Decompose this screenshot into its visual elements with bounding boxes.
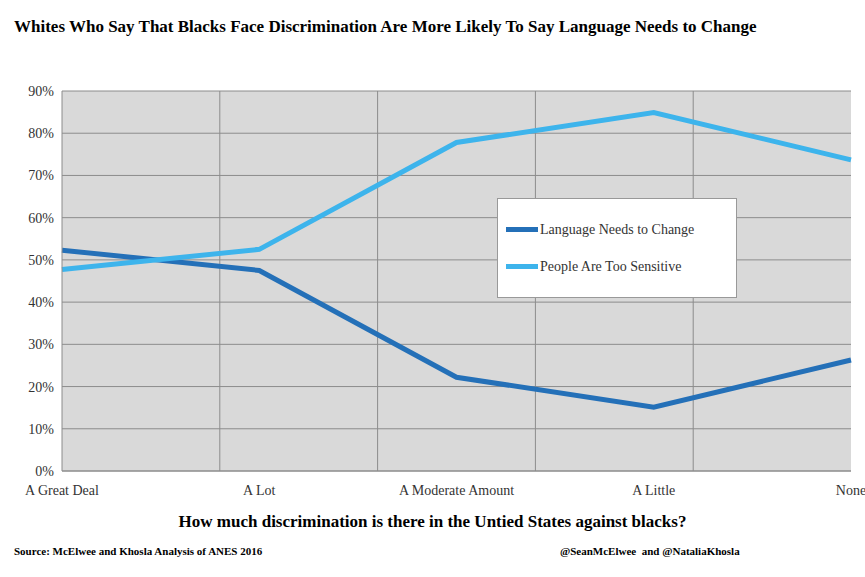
html-text:Language Needs to Change: Language Needs to Change	[540, 221, 695, 237]
html-text:People Are Too Sensitive: People Are Too Sensitive	[540, 258, 682, 274]
html-text:Source: McElwee and Khosla Ana: Source: McElwee and Khosla Analysis of A…	[14, 545, 263, 557]
html-text:How much discrimination is the: How much discrimination is there in the …	[178, 512, 687, 531]
svg-text:60%: 60%	[28, 211, 54, 226]
html-text:@SeanMcElwee and @NataliaKhosl: @SeanMcElwee and @NataliaKhosla	[560, 545, 740, 557]
svg-text:50%: 50%	[28, 253, 54, 268]
svg-text:90%: 90%	[28, 84, 54, 99]
svg-text:A Little: A Little	[632, 483, 675, 498]
svg-text:A Lot: A Lot	[243, 483, 275, 498]
svg-text:None: None	[836, 483, 857, 498]
svg-text:30%: 30%	[28, 337, 54, 352]
svg-text:10%: 10%	[28, 422, 54, 437]
svg-text:70%: 70%	[28, 168, 54, 183]
svg-text:A Moderate Amount: A Moderate Amount	[399, 483, 514, 498]
svg-text:20%: 20%	[28, 380, 54, 395]
svg-text:40%: 40%	[28, 295, 54, 310]
html-text:Whites Who Say That Blacks Fac: Whites Who Say That Blacks Face Discrimi…	[14, 17, 757, 36]
svg-text:A Great Deal: A Great Deal	[25, 483, 99, 498]
svg-text:0%: 0%	[35, 464, 54, 479]
svg-text:80%: 80%	[28, 126, 54, 141]
